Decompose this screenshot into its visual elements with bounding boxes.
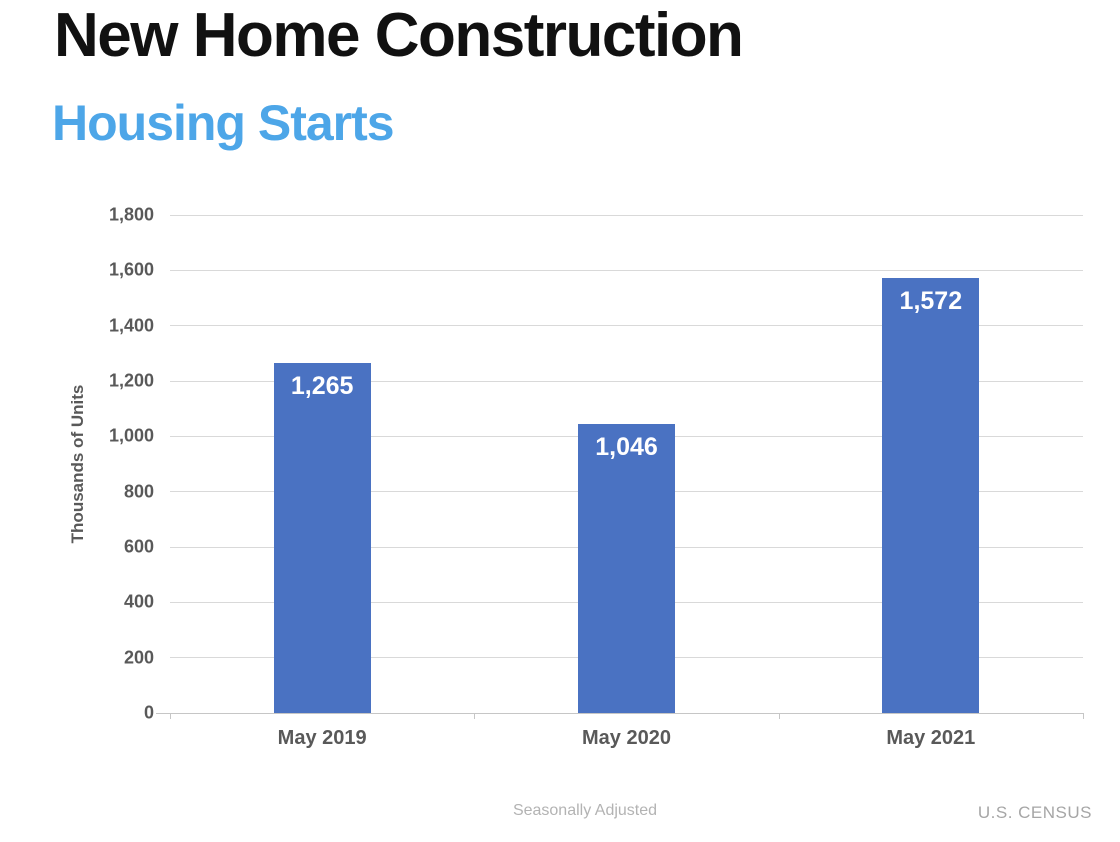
x-axis-tick [778,713,780,719]
y-axis-title: Thousands of Units [68,384,87,544]
footer-note: Seasonally Adjusted [512,802,658,819]
y-tick-label: 1,000 [108,425,154,446]
gridline [170,269,1083,271]
page-title: New Home Construction [54,1,744,70]
bar-value-label: 1,265 [290,372,354,401]
y-tick-label: 1,400 [108,315,154,336]
x-axis-tick [1083,713,1084,719]
gridline [170,380,1083,382]
x-tick-label: May 2020 [582,727,671,749]
bar-may-2021: 1,572 [882,278,980,713]
x-tick-label: May 2021 [886,727,976,749]
gridline [170,214,1083,216]
y-tick-label: 0 [143,702,154,723]
x-axis-tick [474,713,476,719]
gridline [170,325,1083,327]
x-tick-label: May 2019 [277,727,367,749]
y-tick-label: 200 [123,647,154,668]
y-tick-label: 1,800 [108,204,154,225]
bar-value-label: 1,572 [899,287,963,316]
bar-may-2020: 1,046 [578,423,675,713]
page-subtitle: Housing Starts [52,95,395,151]
y-tick-label: 600 [123,536,154,557]
bar-may-2019: 1,265 [273,363,371,713]
y-tick-label: 400 [123,591,154,612]
x-axis-line [156,712,1083,714]
y-tick-label: 1,600 [108,259,154,280]
bar-value-label: 1,046 [595,432,658,461]
y-tick-label: 800 [123,481,154,502]
footer-source: U.S. CENSUS [977,803,1092,822]
plot-area: 0 200 400 600 800 1,000 1,200 1,400 1,600 1,800 1,… [109,205,1084,749]
y-tick-label: 1,200 [108,370,154,391]
x-axis-tick [170,713,171,719]
